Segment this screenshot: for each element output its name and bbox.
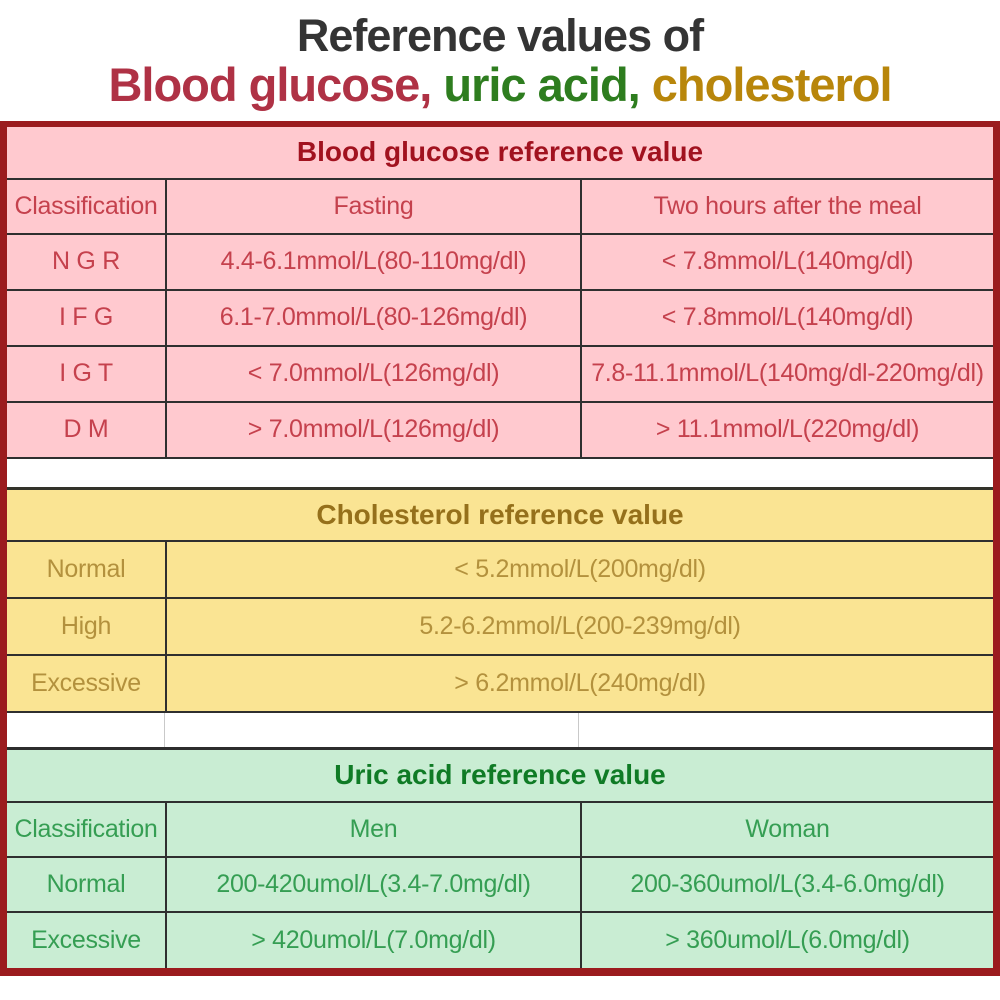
woman-value: 200-360umol/L(3.4-6.0mg/dl) [580,857,993,911]
row-label: N G R [52,247,120,275]
uric-acid-header-row: Classification Men Woman [7,802,993,858]
fasting-value: 6.1-7.0mmol/L(80-126mg/dl) [165,290,580,345]
fasting-value: > 7.0mmol/L(126mg/dl) [165,402,580,457]
men-value: > 420umol/L(7.0mg/dl) [165,912,580,968]
postmeal-value: < 7.8mmol/L(140mg/dl) [580,290,993,345]
fasting-value: < 7.0mmol/L(126mg/dl) [165,346,580,401]
table-row-high: High 5.2-6.2mmol/L(200-239mg/dl) [7,598,993,656]
cholesterol-value: > 6.2mmol/L(240mg/dl) [165,655,993,711]
blood-glucose-header-row: Classification Fasting Two hours after t… [7,179,993,235]
table-row-normal: Normal 200-420umol/L(3.4-7.0mg/dl) 200-3… [7,857,993,913]
blood-glucose-table-title: Blood glucose reference value [7,127,993,180]
gridline-cell [579,713,993,747]
cholesterol-value: < 5.2mmol/L(200mg/dl) [165,541,993,597]
blood-glucose-table: Blood glucose reference value Classifica… [7,126,993,459]
row-label: Normal [46,554,126,583]
gridline-cell [165,712,579,747]
table-row-ngr: N G R 4.4-6.1mmol/L(80-110mg/dl) < 7.8mm… [7,234,993,291]
row-label: I G T [59,359,113,387]
reference-values-infographic: Reference values of Blood glucose, uric … [0,0,1000,976]
table-row-igt: I G T < 7.0mmol/L(126mg/dl) 7.8-11.1mmol… [7,346,993,403]
column-header-fasting: Fasting [165,179,580,233]
table-row-normal: Normal < 5.2mmol/L(200mg/dl) [7,541,993,599]
table-row-ifg: I F G 6.1-7.0mmol/L(80-126mg/dl) < 7.8mm… [7,290,993,347]
row-label: D M [63,415,109,443]
fasting-value: 4.4-6.1mmol/L(80-110mg/dl) [165,234,580,289]
table-row-excessive: Excessive > 6.2mmol/L(240mg/dl) [7,655,993,713]
column-header-two-hours: Two hours after the meal [580,179,993,233]
postmeal-value: > 11.1mmol/L(220mg/dl) [580,402,993,457]
uric-acid-table-title: Uric acid reference value [7,750,993,803]
row-label: High [60,611,112,640]
gridline-cell [7,712,165,747]
page-title-line2: Blood glucose, uric acid, cholesterol [0,57,1000,111]
table-row-excessive: Excessive > 420umol/L(7.0mg/dl) > 360umo… [7,912,993,968]
uric-acid-table: Uric acid reference value Classification… [7,746,993,968]
title-segment-uric-acid: uric acid, [443,57,652,111]
postmeal-value: 7.8-11.1mmol/L(140mg/dl-220mg/dl) [580,346,993,401]
cholesterol-table: Cholesterol reference value Normal < 5.2… [7,486,993,713]
postmeal-value: < 7.8mmol/L(140mg/dl) [580,234,993,289]
row-label: Normal [46,869,126,898]
woman-value: > 360umol/L(6.0mg/dl) [580,912,993,968]
row-label: Excessive [31,925,141,954]
title-segment-blood-glucose: Blood glucose, [108,57,444,111]
spacer-with-gridlines [7,712,993,747]
tables-container: Blood glucose reference value Classifica… [0,120,1000,976]
column-header-woman: Woman [580,802,993,856]
row-label: Excessive [31,668,141,697]
spacer [7,458,993,487]
page-title: Reference values of Blood glucose, uric … [0,0,1000,110]
cholesterol-table-title: Cholesterol reference value [7,490,993,542]
column-header-classification: Classification [14,191,158,220]
row-label: I F G [58,303,114,331]
men-value: 200-420umol/L(3.4-7.0mg/dl) [165,857,580,911]
title-segment-cholesterol: cholesterol [651,57,893,111]
table-row-dm: D M > 7.0mmol/L(126mg/dl) > 11.1mmol/L(2… [7,402,993,459]
column-header-men: Men [165,802,580,856]
column-header-classification: Classification [14,814,158,843]
cholesterol-value: 5.2-6.2mmol/L(200-239mg/dl) [165,598,993,654]
page-title-line1: Reference values of [296,10,704,61]
